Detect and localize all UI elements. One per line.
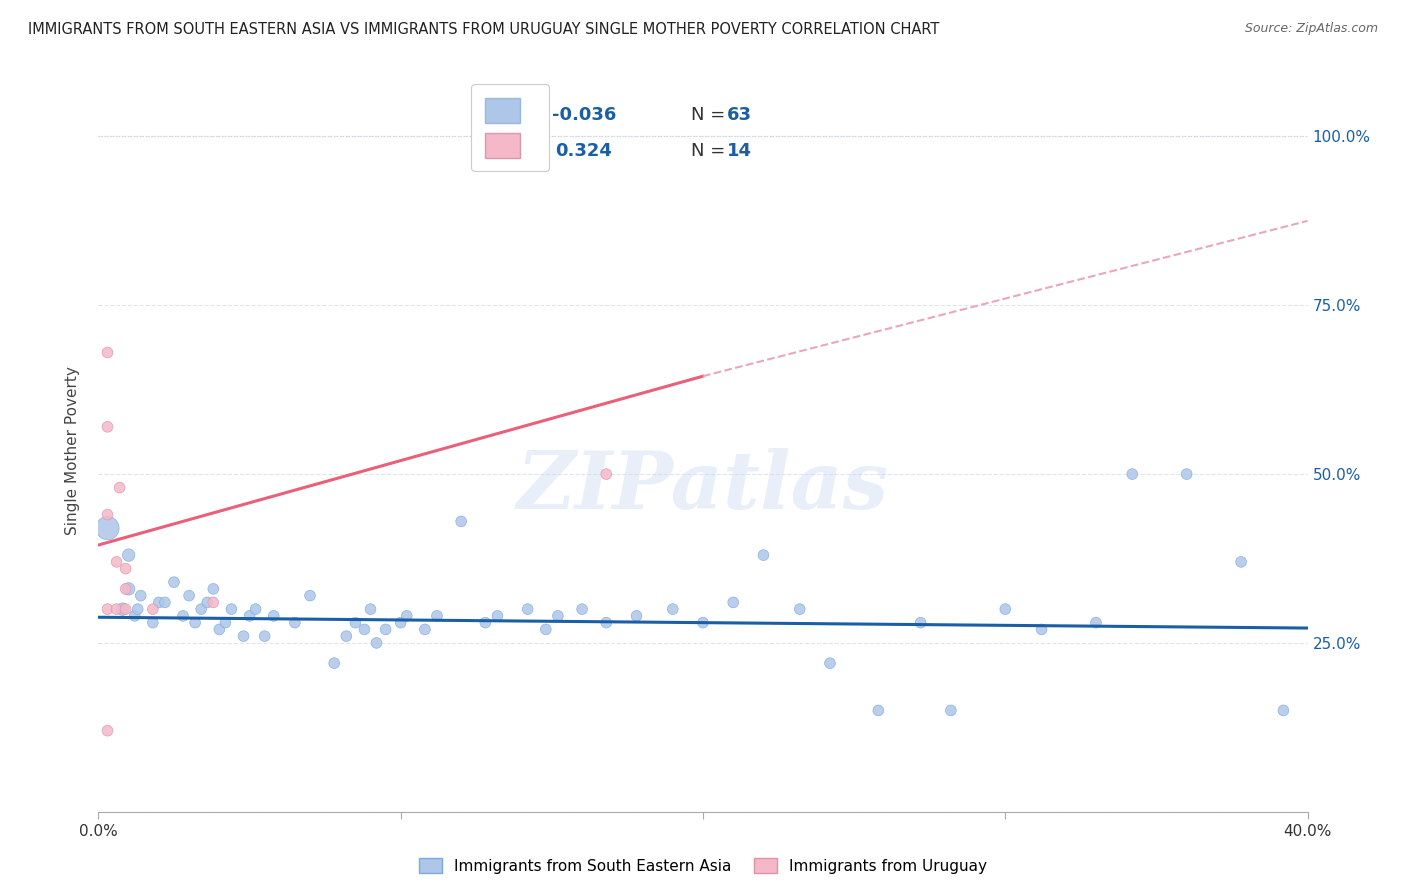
Point xyxy=(190,602,212,616)
Point xyxy=(96,420,118,434)
Point xyxy=(208,623,231,637)
Point xyxy=(299,589,322,603)
Point xyxy=(202,582,225,596)
Point xyxy=(1175,467,1198,481)
Point xyxy=(245,602,267,616)
Point xyxy=(195,595,218,609)
Text: N =: N = xyxy=(690,142,731,160)
Point xyxy=(595,467,617,481)
Point xyxy=(389,615,412,630)
Point xyxy=(505,133,527,147)
Point xyxy=(486,608,509,623)
Text: 63: 63 xyxy=(727,105,752,124)
Point xyxy=(202,595,225,609)
Point xyxy=(114,602,136,616)
Point xyxy=(868,703,890,717)
Point xyxy=(353,623,375,637)
Point xyxy=(626,608,648,623)
Point xyxy=(172,608,194,623)
Text: R =: R = xyxy=(516,142,554,160)
Point xyxy=(939,703,962,717)
Point xyxy=(253,629,276,643)
Point xyxy=(96,602,118,616)
Point xyxy=(595,615,617,630)
Point xyxy=(323,656,346,670)
Point xyxy=(534,623,557,637)
Point xyxy=(360,602,382,616)
Text: N =: N = xyxy=(690,105,731,124)
Y-axis label: Single Mother Poverty: Single Mother Poverty xyxy=(65,366,80,535)
Point xyxy=(1121,467,1143,481)
Point xyxy=(994,602,1017,616)
Point xyxy=(96,508,118,522)
Point xyxy=(96,345,118,359)
Point xyxy=(114,582,136,596)
Point xyxy=(232,629,254,643)
Point xyxy=(214,615,236,630)
Point xyxy=(221,602,243,616)
Point xyxy=(1031,623,1053,637)
Text: -0.036: -0.036 xyxy=(551,105,616,124)
Point xyxy=(661,602,683,616)
Point xyxy=(335,629,357,643)
Point xyxy=(474,615,496,630)
Point xyxy=(148,595,170,609)
Text: 14: 14 xyxy=(727,142,752,160)
Point xyxy=(129,589,152,603)
Point xyxy=(547,608,569,623)
Point xyxy=(263,608,285,623)
Point xyxy=(114,561,136,575)
Point xyxy=(179,589,201,603)
Point xyxy=(1272,703,1295,717)
Point xyxy=(153,595,176,609)
Point xyxy=(1085,615,1108,630)
Point xyxy=(118,548,141,562)
Point xyxy=(366,636,388,650)
Point xyxy=(142,615,165,630)
Text: 0.324: 0.324 xyxy=(555,142,613,160)
Point xyxy=(239,608,262,623)
Point xyxy=(111,602,134,616)
Legend: Immigrants from South Eastern Asia, Immigrants from Uruguay: Immigrants from South Eastern Asia, Immi… xyxy=(412,852,994,880)
Point xyxy=(571,602,593,616)
Text: R =: R = xyxy=(516,105,554,124)
Point xyxy=(142,602,165,616)
Point xyxy=(450,514,472,528)
Point xyxy=(124,608,146,623)
Point xyxy=(723,595,745,609)
Point xyxy=(818,656,841,670)
Point xyxy=(96,521,118,535)
Point xyxy=(752,548,775,562)
Text: IMMIGRANTS FROM SOUTH EASTERN ASIA VS IMMIGRANTS FROM URUGUAY SINGLE MOTHER POVE: IMMIGRANTS FROM SOUTH EASTERN ASIA VS IM… xyxy=(28,22,939,37)
Point xyxy=(692,615,714,630)
Point xyxy=(105,602,128,616)
Point xyxy=(789,602,811,616)
Point xyxy=(395,608,418,623)
Point xyxy=(163,575,186,590)
Point xyxy=(108,481,131,495)
Point xyxy=(426,608,449,623)
Point xyxy=(184,615,207,630)
Point xyxy=(118,582,141,596)
Point xyxy=(344,615,367,630)
Point xyxy=(516,602,538,616)
Legend: , : , xyxy=(471,85,548,171)
Text: ZIPatlas: ZIPatlas xyxy=(517,448,889,525)
Point xyxy=(1230,555,1253,569)
Text: Source: ZipAtlas.com: Source: ZipAtlas.com xyxy=(1244,22,1378,36)
Point xyxy=(910,615,932,630)
Point xyxy=(374,623,396,637)
Point xyxy=(96,723,118,738)
Point xyxy=(413,623,436,637)
Point xyxy=(284,615,307,630)
Point xyxy=(105,555,128,569)
Point xyxy=(127,602,149,616)
